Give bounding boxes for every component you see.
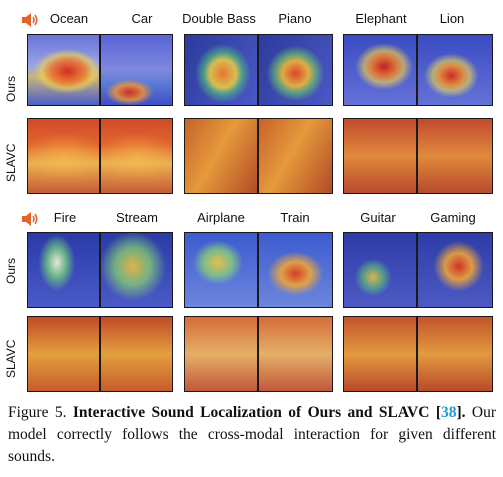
caption-title: Interactive Sound Localization of Ours a… — [72, 404, 430, 421]
label-airplane: Airplane — [197, 210, 245, 225]
label-lion: Lion — [439, 11, 465, 26]
label-double-bass: Double Bass — [182, 11, 256, 26]
panel-ours-fire-stream — [27, 232, 173, 308]
label-train: Train — [280, 210, 310, 225]
speaker-icon — [22, 212, 38, 226]
panel-slavc-bass-piano — [184, 118, 333, 194]
figure-number: Figure 5. — [8, 404, 67, 421]
panel-ours-elephant-lion — [343, 34, 493, 106]
panel-slavc-fire-stream — [27, 316, 173, 392]
panel-ours-airplane-train — [184, 232, 333, 308]
speaker-icon — [22, 13, 38, 27]
panel-ours-bass-piano — [184, 34, 333, 106]
panel-slavc-ocean-car — [27, 118, 173, 194]
label-elephant: Elephant — [355, 11, 407, 26]
top-label-row: Ocean Car Double Bass Piano Elephant Lio… — [0, 11, 503, 29]
label-ocean: Ocean — [49, 11, 89, 26]
caption-body: Our model correctly follows the cross-mo… — [8, 404, 497, 465]
bottom-figure-group: Fire Stream Airplane Train Guitar Gaming… — [0, 210, 503, 392]
panel-slavc-airplane-train — [184, 316, 333, 392]
label-guitar: Guitar — [360, 210, 396, 225]
panel-slavc-guitar-gaming — [343, 316, 493, 392]
panel-slavc-elephant-lion — [343, 118, 493, 194]
label-gaming: Gaming — [430, 210, 476, 225]
panel-ours-guitar-gaming — [343, 232, 493, 308]
bottom-label-row: Fire Stream Airplane Train Guitar Gaming — [0, 210, 503, 228]
panel-ours-ocean-car — [27, 34, 173, 106]
figure-caption: Figure 5. Interactive Sound Localization… — [8, 404, 497, 465]
label-fire: Fire — [53, 210, 77, 225]
citation-link[interactable]: 38 — [440, 404, 457, 421]
label-stream: Stream — [116, 210, 158, 225]
label-car: Car — [131, 11, 153, 26]
label-piano: Piano — [278, 11, 312, 26]
top-figure-group: Ocean Car Double Bass Piano Elephant Lio… — [0, 0, 503, 200]
